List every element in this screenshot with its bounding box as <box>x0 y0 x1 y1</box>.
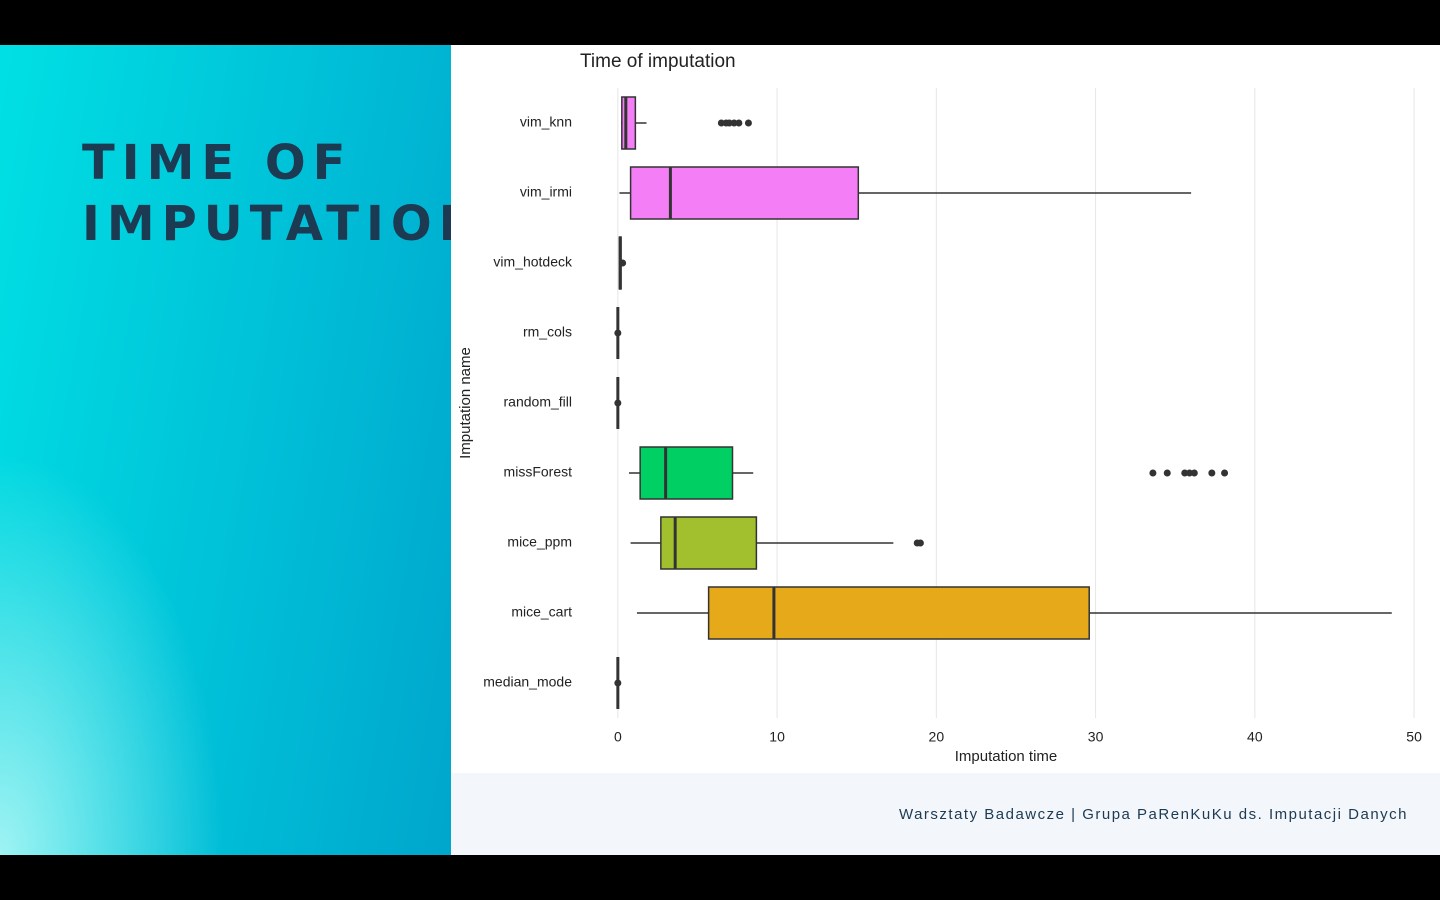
chart-title: Time of imputation <box>580 51 736 72</box>
x-axis-label: Imputation time <box>955 748 1058 765</box>
outlier <box>916 539 924 547</box>
x-tick-label: 10 <box>769 729 785 745</box>
x-tick-label: 40 <box>1247 729 1263 745</box>
x-tick-label: 0 <box>614 729 622 745</box>
y-axis-label: Imputation name <box>457 347 474 459</box>
slide-title: TIME OF IMPUTATION <box>82 135 486 252</box>
outlier <box>1221 469 1229 477</box>
outlier <box>744 119 752 127</box>
box <box>660 516 758 570</box>
footer-band <box>451 773 1440 855</box>
y-tick-label: missForest <box>504 464 573 480</box>
outlier <box>619 259 627 267</box>
y-tick-label: vim_knn <box>520 114 572 130</box>
y-tick-label: random_fill <box>504 394 572 410</box>
y-tick-label: vim_hotdeck <box>493 254 573 270</box>
y-tick-label: median_mode <box>483 674 572 690</box>
box <box>629 166 860 220</box>
outlier <box>735 119 743 127</box>
x-tick-label: 50 <box>1406 729 1422 745</box>
chart-panel <box>451 45 1440 855</box>
y-tick-label: rm_cols <box>523 324 572 340</box>
outlier <box>614 329 622 337</box>
footer-text: Warsztaty Badawcze | Grupa PaRenKuKu ds.… <box>898 806 1408 823</box>
y-tick-label: vim_irmi <box>520 184 572 200</box>
x-tick-label: 20 <box>929 729 945 745</box>
left-panel: TIME OF IMPUTATION <box>0 45 486 855</box>
outlier <box>1149 469 1157 477</box>
outlier <box>614 399 622 407</box>
y-tick-label: mice_ppm <box>507 534 572 550</box>
box <box>621 96 637 150</box>
outlier <box>614 679 622 687</box>
x-tick-label: 30 <box>1088 729 1104 745</box>
box <box>639 446 734 500</box>
y-tick-label: mice_cart <box>511 604 572 620</box>
outlier <box>1208 469 1216 477</box>
outlier <box>1163 469 1171 477</box>
box <box>707 586 1090 640</box>
outlier <box>1190 469 1198 477</box>
